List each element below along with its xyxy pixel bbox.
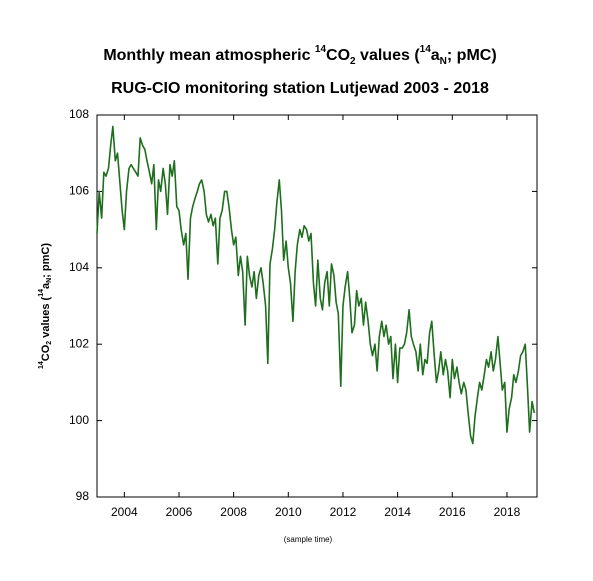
title-part: 14 bbox=[315, 44, 327, 55]
x-tick-label: 2010 bbox=[275, 505, 302, 519]
x-tick-label: 2004 bbox=[111, 505, 138, 519]
chart-title: Monthly mean atmospheric 14CO2 values (1… bbox=[103, 44, 496, 67]
title-part: a bbox=[431, 47, 440, 64]
x-tick-label: 2006 bbox=[166, 505, 193, 519]
x-axis-label: (sample time) bbox=[284, 535, 333, 544]
label-part: CO bbox=[40, 344, 52, 361]
label-part: a bbox=[40, 282, 52, 289]
y-axis-label: 14CO2 values (14aN; pmC) bbox=[38, 243, 53, 369]
title-part: CO bbox=[326, 47, 350, 64]
x-tick-label: 2018 bbox=[494, 505, 521, 519]
label-part: 14 bbox=[38, 361, 45, 369]
title-part: ; pMC) bbox=[447, 47, 497, 64]
x-tick-label: 2014 bbox=[384, 505, 411, 519]
chart-subtitle: RUG-CIO monitoring station Lutjewad 2003… bbox=[111, 80, 489, 97]
label-part: 14 bbox=[38, 289, 45, 297]
x-tick-label: 2016 bbox=[439, 505, 466, 519]
title-part: 2 bbox=[350, 56, 356, 67]
y-tick-label: 100 bbox=[69, 413, 89, 427]
title-part: values ( bbox=[356, 47, 421, 64]
y-tick-label: 106 bbox=[69, 184, 89, 198]
label-part: ; pmC) bbox=[40, 243, 52, 278]
x-tick-label: 2012 bbox=[330, 505, 357, 519]
data-line bbox=[96, 125, 536, 445]
label-part: 2 bbox=[46, 341, 53, 345]
title-part: N bbox=[440, 56, 447, 67]
plot-frame bbox=[96, 114, 538, 498]
y-tick-label: 98 bbox=[76, 489, 90, 503]
label-part: values ( bbox=[40, 296, 52, 340]
y-tick-label: 108 bbox=[69, 107, 89, 121]
y-tick-label: 102 bbox=[69, 336, 89, 350]
title-part: 14 bbox=[420, 44, 432, 55]
label-part: N bbox=[46, 278, 53, 283]
title-part: Monthly mean atmospheric bbox=[103, 47, 315, 64]
y-tick-label: 104 bbox=[69, 260, 89, 274]
x-tick-label: 2008 bbox=[220, 505, 247, 519]
